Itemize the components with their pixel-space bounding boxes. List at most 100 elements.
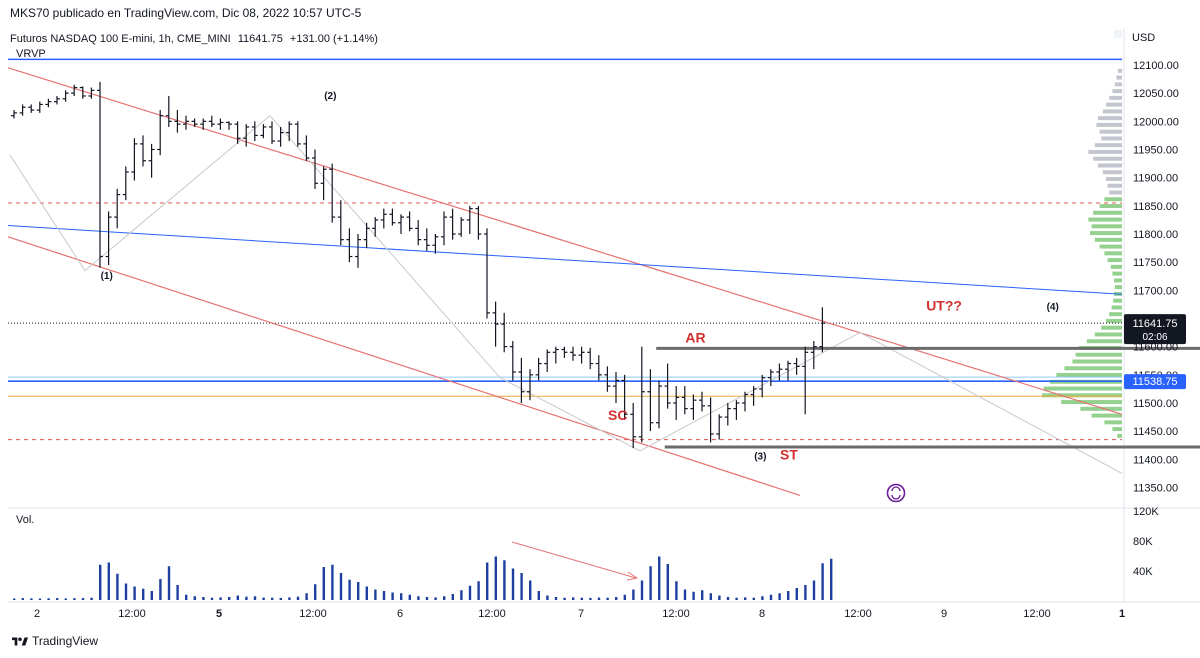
x-tick-label: 12:00 [478,608,506,620]
volume-bar [322,567,325,600]
indicator-label: VRVP [16,48,46,60]
volume-profile-bar [1099,244,1122,249]
current-price-text: 11641.75 [1132,318,1177,330]
channel-lower-line[interactable] [7,236,801,496]
y-tick-label: 11500.00 [1133,398,1178,410]
volume-bar [99,564,102,600]
trend-line[interactable] [7,225,1123,295]
volume-profile-bar [1113,298,1122,303]
x-tick-label: 12:00 [1023,608,1051,620]
volume-profile-bar [1102,170,1122,175]
volume-bar [692,591,695,600]
x-tick-label: 5 [216,608,222,620]
y-tick-label: 11700.00 [1133,285,1178,297]
volume-bar [56,598,59,600]
volume-profile-bar [1099,129,1122,134]
currency-label: USD [1132,32,1156,44]
volume-bar [666,564,669,600]
y-tick-label: 11950.00 [1133,145,1178,157]
y-tick-label: 11750.00 [1133,257,1178,269]
x-tick-label: 2 [34,608,40,620]
volume-profile-bar [1109,95,1122,100]
x-tick-label: 12:00 [844,608,872,620]
instrument-name: Futuros NASDAQ 100 E-mini, 1h, CME_MINI [10,33,231,45]
volume-bar [494,556,497,600]
volume-bar [271,597,274,600]
volume-bar [210,597,214,600]
volume-bar [572,597,575,600]
volume-bar [537,591,540,600]
volume-bar [400,593,403,600]
volume-profile-bar [1107,258,1122,263]
annotation-ST: ST [780,446,798,462]
volume-profile-bar [1043,386,1122,391]
volume-bar [589,597,592,600]
volume-bar [640,580,644,600]
volume-bar [365,586,368,600]
volume-bar [632,589,635,600]
volume-bar [73,598,76,600]
y-tick-label: 12100.00 [1133,60,1179,72]
replay-icon[interactable] [886,483,906,503]
settings-corner[interactable] [1114,30,1122,38]
channel-upper-line[interactable] [7,67,1123,415]
y-tick-label: 11400.00 [1133,454,1178,466]
x-tick-label: 6 [397,608,403,620]
publish-info: MKS70 publicado en TradingView.com, Dic … [10,6,362,20]
volume-bar [245,596,248,600]
volume-profile-bar [1093,156,1122,161]
volume-bar [185,594,188,600]
wave-path[interactable] [9,115,1123,474]
volume-bar [787,591,790,600]
volume-label: Vol. [16,514,34,526]
brand-name: TradingView [32,634,99,648]
volume-tick-label: 120K [1133,506,1159,518]
volume-profile-bar [1112,271,1122,276]
y-tick-label: 12000.00 [1133,116,1179,128]
volume-bar [752,597,755,600]
volume-profile-bar [1104,197,1122,202]
volume-bar [726,597,730,600]
annotation-4: (4) [1047,302,1059,313]
volume-bar [64,598,67,600]
volume-bar [331,564,334,600]
volume-profile-bar [1106,176,1122,181]
x-tick-label: 1 [1119,608,1125,620]
volume-bar [142,588,145,600]
volume-bar [812,580,816,600]
tradingview-logo-icon [12,637,28,646]
volume-bar [744,597,747,600]
volume-profile-bar [1056,373,1122,378]
volume-profile-bar [1110,264,1122,269]
volume-bar [107,562,110,600]
volume-profile-bar [1101,136,1122,141]
volume-profile-bar [1064,366,1122,371]
volume-bar [434,597,437,600]
volume-bar [683,589,687,600]
volume-bar [460,590,463,600]
volume-profile-bar [1061,400,1122,405]
volume-bar [597,597,601,600]
volume-arrow[interactable] [511,541,637,579]
volume-bar [219,597,222,600]
volume-profile-bar [1094,332,1122,337]
volume-profile-bar [1101,325,1122,330]
y-tick-label: 11850.00 [1133,201,1178,213]
volume-bar [288,597,291,600]
volume-profile-bar [1114,82,1122,87]
replay-icon-arrows [891,486,901,500]
volume-bar [279,597,282,600]
volume-profile-bar [1114,278,1122,283]
y-tick-label: 11600.00 [1133,342,1178,354]
volume-profile-bar [1104,251,1122,256]
volume-profile-bar [1112,427,1122,432]
volume-bar [417,596,420,600]
annotation-1: (1) [101,271,113,282]
volume-profile-bar [1080,406,1122,411]
volume-bar [253,596,257,600]
volume-bar [193,596,196,600]
volume-bar [408,594,411,600]
bar-countdown-text: 02:06 [1142,332,1167,343]
volume-bar [701,590,704,600]
